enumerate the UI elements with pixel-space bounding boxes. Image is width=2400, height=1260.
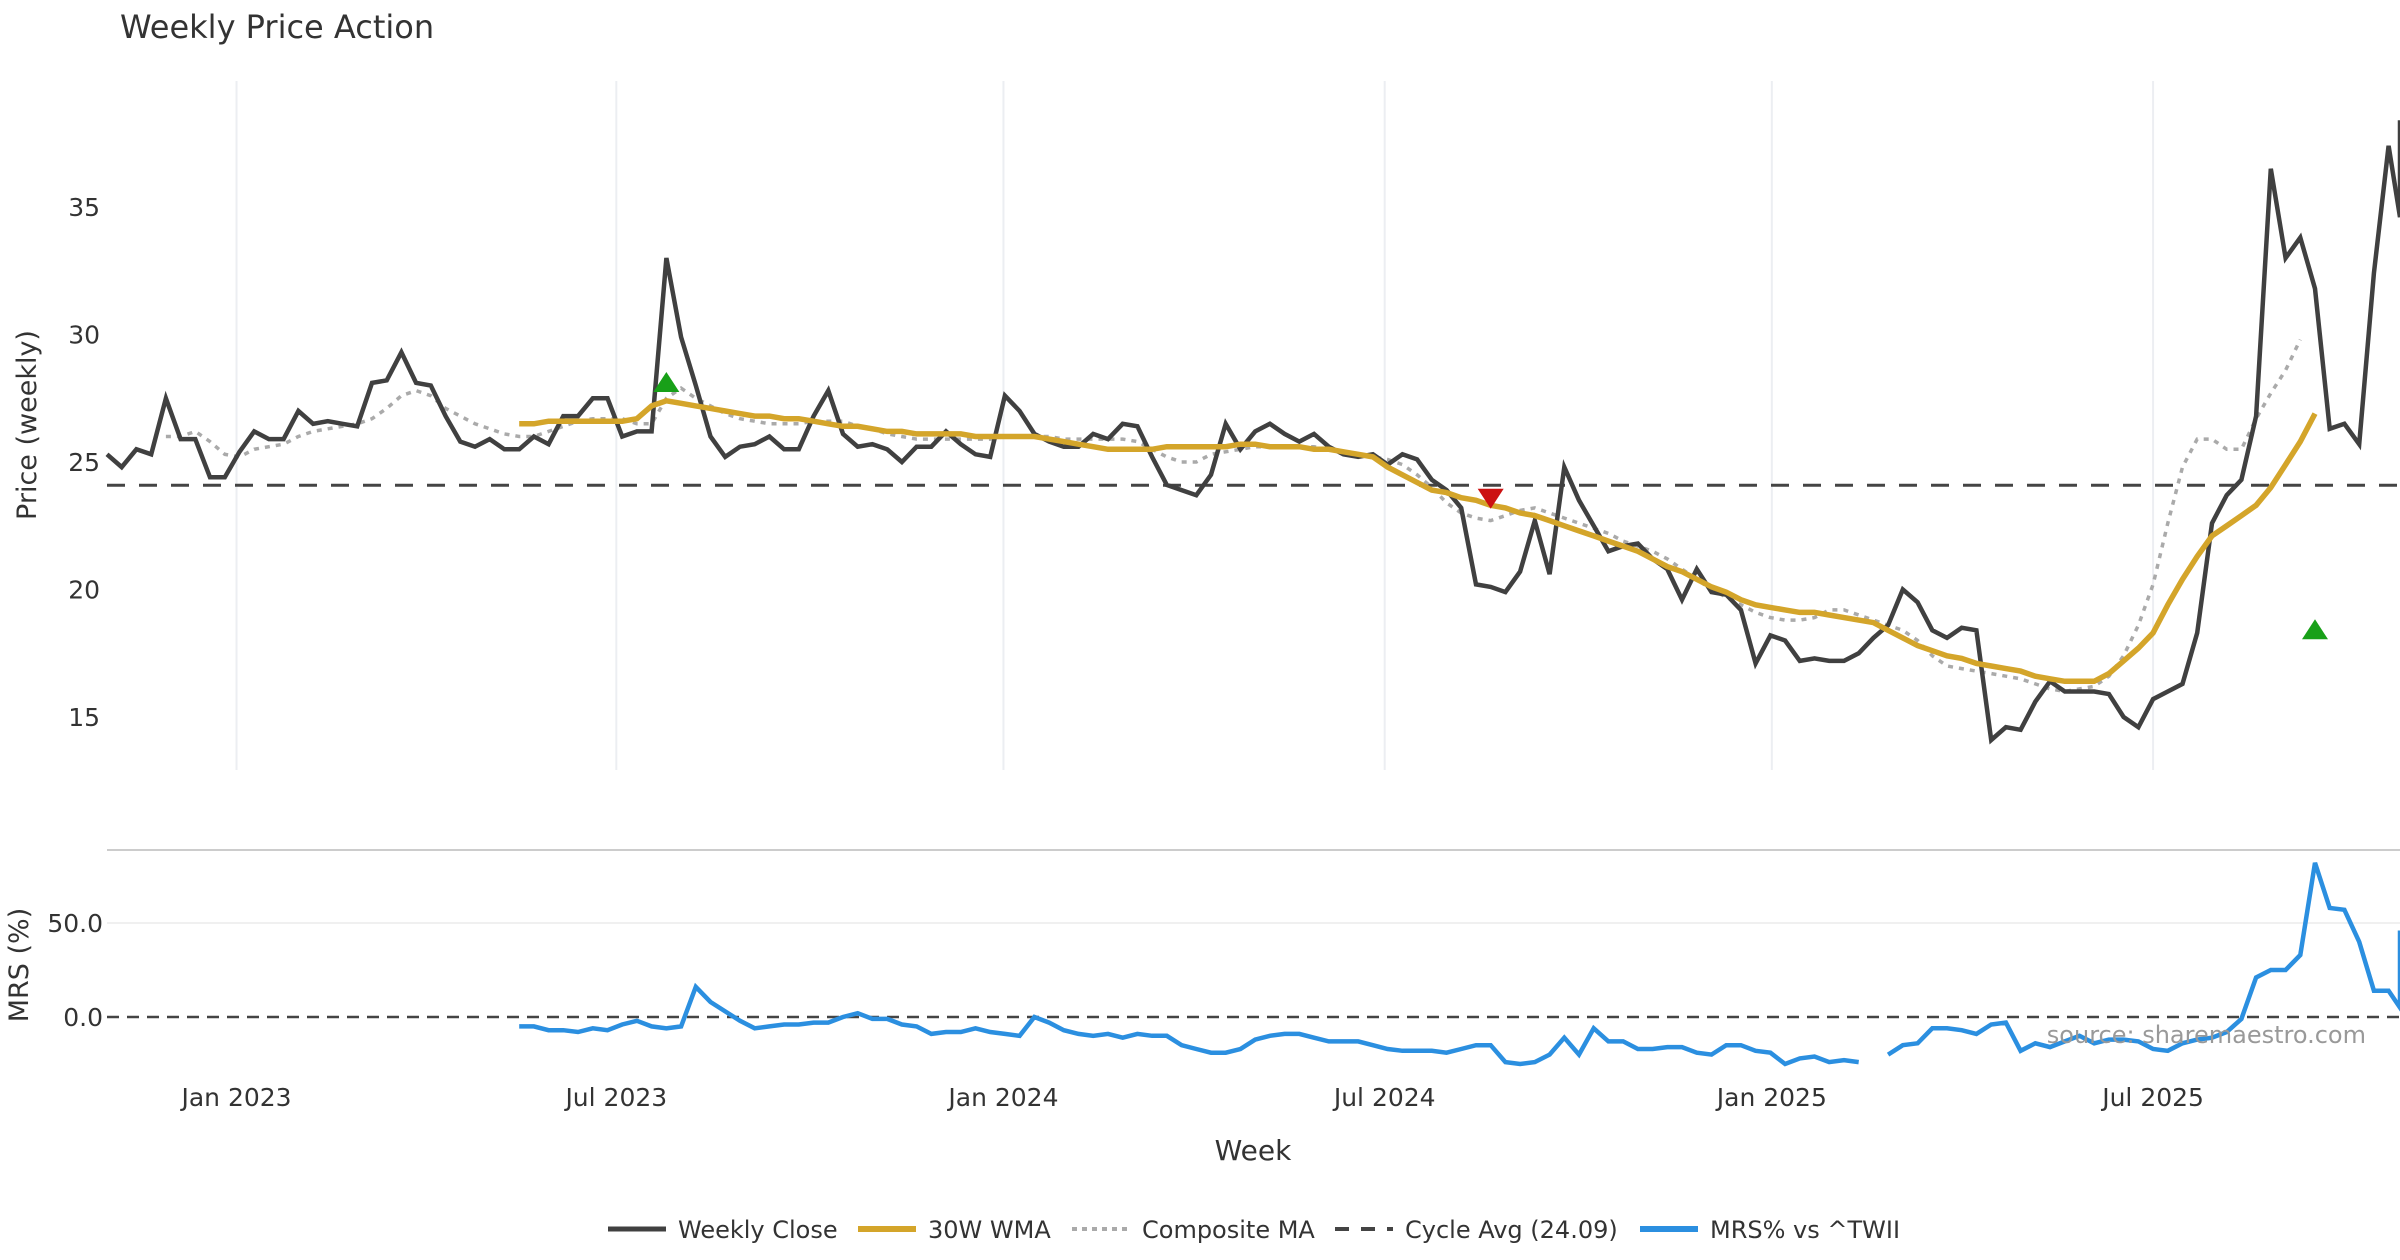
price-tick-label: 20 — [68, 576, 100, 605]
weekly-close-line — [105, 120, 2400, 745]
price-tick-label: 35 — [68, 193, 100, 222]
series-layer — [105, 120, 2400, 1067]
price-tick-label: 30 — [68, 321, 100, 350]
price-y-axis-label: Price (weekly) — [12, 330, 43, 520]
sell-signal-marker — [1477, 488, 1504, 509]
legend-item: Cycle Avg (24.09) — [1335, 1216, 1618, 1244]
x-tick-label: Jan 2024 — [946, 1083, 1058, 1112]
price-tick-label: 25 — [68, 448, 100, 477]
price-y-ticks: 15 20 25 30 35 — [68, 193, 100, 732]
price-tick-label: 15 — [68, 703, 100, 732]
x-ticks: Jan 2023 Jul 2023 Jan 2024 Jul 2024 Jan 2025… — [179, 1083, 2203, 1112]
legend-item: MRS% vs ^TWII — [1640, 1216, 1900, 1244]
chart-title: Weekly Price Action — [120, 8, 434, 46]
legend-label: Weekly Close — [678, 1216, 838, 1244]
legend-item: Composite MA — [1072, 1216, 1315, 1244]
mrs-y-axis-label: MRS (%) — [4, 908, 35, 1023]
x-tick-label: Jan 2025 — [1715, 1083, 1827, 1112]
composite-ma-line — [165, 338, 2302, 694]
buy-signal-marker — [653, 371, 680, 392]
legend: Weekly Close 30W WMA Composite MA Cycle Avg… — [608, 1216, 1900, 1244]
x-axis-label: Week — [1215, 1134, 1292, 1167]
legend-label: MRS% vs ^TWII — [1710, 1216, 1900, 1244]
mrs-tick-label: 50.0 — [47, 909, 103, 938]
x-tick-label: Jul 2024 — [1332, 1083, 1436, 1112]
wma-line — [519, 397, 2318, 685]
buy-signal-marker — [2302, 619, 2328, 640]
source-watermark: source: sharemaestro.com — [2047, 1021, 2366, 1049]
grid — [107, 81, 2400, 924]
mrs-line — [519, 862, 2400, 1067]
mrs-tick-label: 0.0 — [63, 1003, 103, 1032]
x-tick-label: Jan 2023 — [179, 1083, 291, 1112]
legend-label: Composite MA — [1142, 1216, 1315, 1244]
legend-label: 30W WMA — [928, 1216, 1051, 1244]
mrs-y-ticks: 0.0 50.0 — [47, 909, 103, 1032]
x-tick-label: Jul 2025 — [2100, 1083, 2204, 1112]
legend-item: Weekly Close — [608, 1216, 838, 1244]
legend-item: 30W WMA — [858, 1216, 1051, 1244]
x-tick-label: Jul 2023 — [563, 1083, 667, 1112]
legend-label: Cycle Avg (24.09) — [1405, 1216, 1618, 1244]
